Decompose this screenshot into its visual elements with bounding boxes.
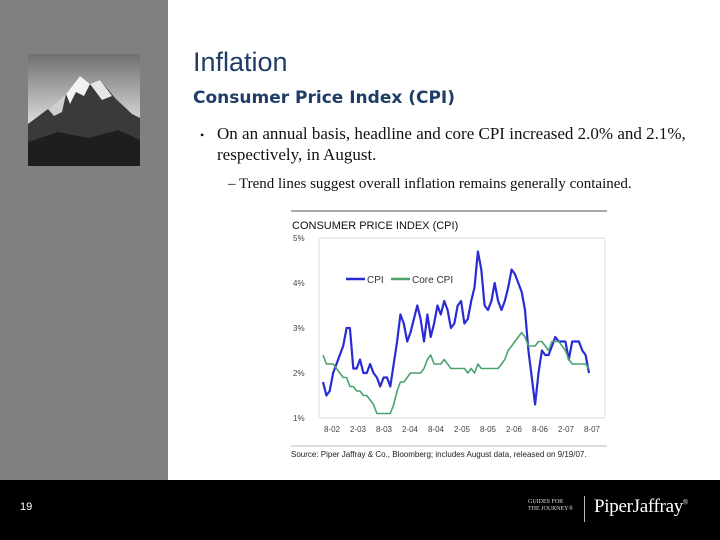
y-tick-label: 1% — [293, 414, 305, 423]
x-tick-label: 8-02 — [324, 425, 341, 434]
tagline-line-1: Guides for — [528, 499, 564, 505]
x-tick-label: 2-03 — [350, 425, 367, 434]
brand-registered-mark: ® — [682, 498, 688, 507]
tagline-logo: Guides for the Journey® — [528, 499, 573, 513]
bullet-text: On an annual basis, headline and core CP… — [217, 124, 686, 164]
chart-title: CONSUMER PRICE INDEX (CPI) — [292, 220, 458, 232]
y-tick-label: 3% — [293, 324, 305, 333]
y-tick-label: 2% — [293, 369, 305, 378]
legend-core-cpi-label: Core CPI — [412, 275, 453, 286]
mountain-photo — [28, 54, 140, 166]
brand-logo: PiperJaffray® — [594, 496, 688, 518]
x-tick-label: 8-06 — [532, 425, 549, 434]
page-number: 19 — [20, 501, 33, 513]
x-tick-label: 2-05 — [454, 425, 471, 434]
slide-subtitle: Consumer Price Index (CPI) — [193, 88, 456, 108]
x-axis-ticks: 8-02 2-03 8-03 2-04 8-04 2-05 8-05 2-06 8-06 2-07… — [324, 425, 601, 434]
legend-cpi-label: CPI — [367, 275, 384, 286]
footer-bar: 19 Guides for the Journey® PiperJaffray® — [0, 480, 720, 540]
cpi-chart-svg: CONSUMER PRICE INDEX (CPI) 5% 4% 3% 2% 1% 8-… — [291, 210, 607, 459]
x-tick-label: 8-03 — [376, 425, 393, 434]
x-tick-label: 8-04 — [428, 425, 445, 434]
x-tick-label: 2-04 — [402, 425, 419, 434]
x-tick-label: 8-07 — [584, 425, 601, 434]
tagline-line-2: the Journey® — [528, 506, 574, 512]
slide-title: Inflation — [193, 47, 288, 77]
chart-legend: CPI Core CPI — [346, 275, 453, 286]
x-tick-label: 2-07 — [558, 425, 575, 434]
logo-divider — [584, 496, 585, 522]
x-tick-label: 2-06 — [506, 425, 523, 434]
series-lines — [321, 250, 591, 415]
chart-source-note: Source: Piper Jaffray & Co., Bloomberg; … — [291, 450, 587, 459]
chart-source-box: Source: Piper Jaffray & Co., Bloomberg; … — [291, 450, 587, 459]
plot-area — [318, 237, 606, 419]
brand-name: PiperJaffray — [594, 496, 683, 517]
bullet-marker: • — [200, 128, 205, 142]
series-line-cpi — [321, 250, 591, 406]
cpi-chart: CONSUMER PRICE INDEX (CPI) 5% 4% 3% 2% 1% 8-… — [289, 206, 609, 480]
y-axis-ticks: 5% 4% 3% 2% 1% — [293, 234, 305, 423]
mountain-image — [28, 54, 140, 166]
sub-bullet-text: – Trend lines suggest overall inflation … — [228, 176, 632, 192]
series-line-core-cpi — [322, 331, 590, 415]
y-tick-label: 5% — [293, 234, 305, 243]
y-tick-label: 4% — [293, 279, 305, 288]
x-tick-label: 8-05 — [480, 425, 497, 434]
